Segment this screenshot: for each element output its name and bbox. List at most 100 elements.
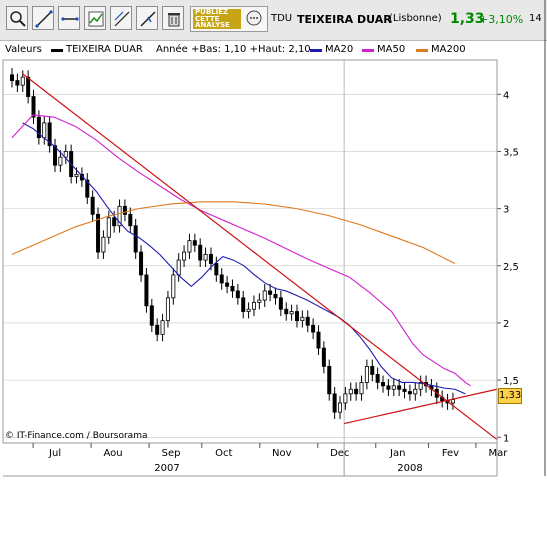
candle-body — [413, 388, 418, 395]
ma50-line — [11, 114, 471, 387]
candle-body — [262, 290, 267, 301]
x-month-label: Jul — [48, 448, 61, 459]
candle-body — [327, 365, 332, 395]
candle-body — [397, 385, 402, 390]
candle-body — [117, 205, 122, 227]
candle-body — [165, 297, 170, 322]
x-axis: Jul Aou Sep Oct Nov Dec Jan Fev Mar 2007 2008 — [32, 443, 508, 476]
plot-area — [2, 59, 498, 444]
candle-body — [230, 285, 235, 292]
candle-body — [391, 385, 396, 390]
candle-body — [149, 305, 154, 326]
candle-body — [182, 251, 187, 261]
trend-tool-button[interactable] — [110, 6, 132, 30]
legend-ma200-label: MA200 — [431, 44, 466, 55]
candle-body — [450, 399, 455, 404]
candle-body — [36, 116, 41, 139]
publish-analysis-button[interactable]: PUBLIEZ CETTE ANALYSE — [190, 6, 268, 32]
candle-body — [85, 179, 90, 198]
y-tick-label: 1 — [503, 433, 509, 444]
legend-values-label: Valeurs — [5, 44, 42, 55]
candle-body — [90, 196, 95, 215]
candle-body — [208, 253, 213, 264]
x-month-label: Oct — [215, 448, 232, 459]
candle-body — [386, 385, 391, 390]
candle-body — [381, 382, 386, 387]
ma20-line — [22, 122, 466, 395]
candle-body — [321, 347, 326, 367]
candle-body — [176, 259, 181, 276]
candle-body — [160, 320, 165, 335]
candle-body — [354, 388, 359, 395]
y-tick-label: 3 — [503, 205, 509, 216]
horizontal-line-icon — [61, 17, 79, 21]
stock-name: TEIXEIRA DUAR — [297, 13, 392, 26]
candle-body — [171, 274, 176, 299]
ma200-line — [11, 201, 456, 264]
candle-body — [225, 282, 230, 287]
magnifier-icon — [10, 11, 26, 27]
candle-body — [26, 76, 31, 97]
candle-body — [15, 80, 20, 86]
candle-body — [251, 301, 256, 310]
candle-body — [128, 213, 133, 227]
candle-body — [364, 365, 369, 383]
angle-tool-button[interactable] — [136, 6, 158, 30]
x-month-label: Jan — [389, 448, 405, 459]
x-month-label: Aou — [104, 448, 123, 459]
trendlines — [22, 73, 498, 441]
candle-body — [338, 402, 343, 413]
candle-body — [96, 213, 101, 253]
candle-body — [418, 382, 423, 390]
trendline — [343, 388, 498, 425]
y-tick-label: 2,5 — [503, 262, 519, 273]
candle-body — [192, 240, 197, 246]
legend-ma20-swatch — [310, 49, 322, 52]
price-change: +3,10% — [479, 13, 524, 26]
candle-body — [332, 393, 337, 413]
candle-body — [139, 251, 144, 276]
publish-text-2: CETTE — [195, 14, 220, 23]
candle-body — [246, 308, 251, 312]
x-month-label: Nov — [272, 448, 292, 459]
candle-body — [133, 225, 138, 253]
comment-bubble-icon — [246, 10, 262, 26]
candle-body — [187, 240, 192, 253]
candle-body — [294, 311, 299, 322]
legend-ma50-label: MA50 — [377, 44, 406, 55]
legend-ma200-swatch — [416, 49, 428, 52]
publish-label: PUBLIEZ CETTE ANALYSE — [193, 9, 241, 29]
indicator-icon — [88, 11, 104, 27]
last-price-badge: 1,33 — [498, 388, 522, 404]
candle-body — [235, 290, 240, 299]
grid — [3, 60, 497, 443]
trash-button[interactable] — [162, 6, 184, 30]
line-tool-button[interactable] — [32, 6, 54, 30]
toolbar-extra-value: 14 — [529, 13, 542, 24]
candle-body — [214, 263, 219, 276]
candle-body — [74, 173, 79, 178]
candle-body — [289, 311, 294, 315]
x-month-label: Sep — [162, 448, 181, 459]
candle-body — [112, 217, 117, 227]
trash-icon — [168, 13, 180, 27]
publish-text-3: ANALYSE — [195, 21, 230, 30]
horizontal-line-button[interactable] — [58, 6, 80, 30]
candle-body — [375, 374, 380, 383]
candle-body — [257, 299, 262, 303]
candle-body — [278, 297, 283, 310]
magnifier-button[interactable] — [6, 6, 28, 30]
candle-body — [9, 74, 14, 81]
candle-body — [311, 324, 316, 333]
candle-body — [155, 324, 160, 335]
candle-body — [58, 156, 63, 166]
x-year-label: 2008 — [397, 463, 422, 474]
price-chart[interactable]: 4 3,5 3 2,5 2 1,5 1 Jul Aou Sep Oct Nov Dec Jan Fev Ma… — [0, 0, 547, 480]
candle-body — [305, 316, 310, 326]
candle-body — [144, 274, 149, 307]
candle-body — [300, 316, 305, 322]
candle-body — [47, 122, 52, 147]
candle-body — [343, 393, 348, 404]
candle-body — [241, 297, 246, 312]
indicator-button[interactable] — [84, 6, 106, 30]
